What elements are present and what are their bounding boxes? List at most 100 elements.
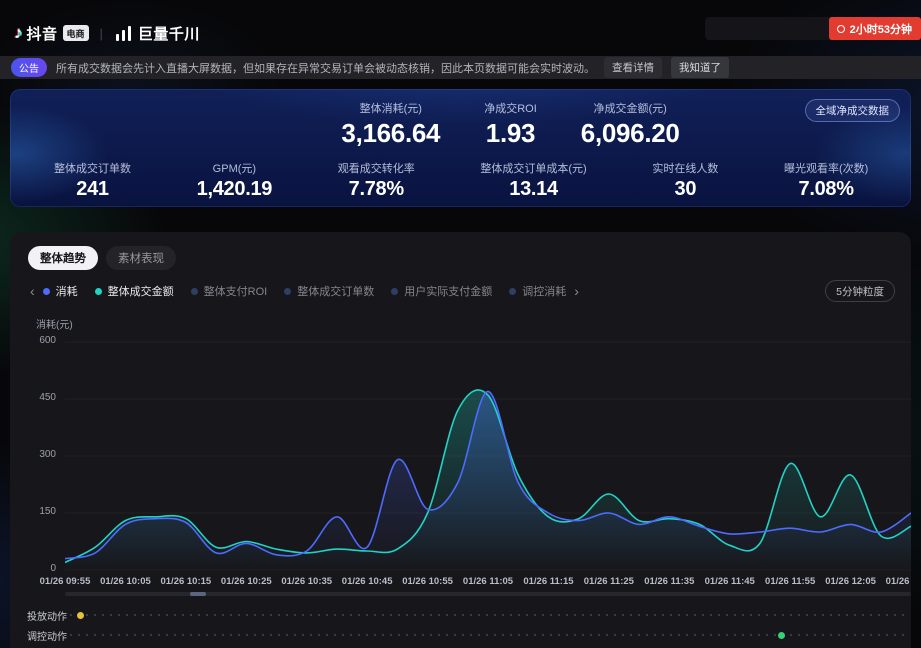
legend-item-label: 消耗 xyxy=(55,286,78,298)
stat-bottom-2: 观看成交转化率 7.78% xyxy=(338,160,415,201)
legend-item-5[interactable]: 调控消耗 xyxy=(509,283,566,299)
stat-value: 7.08% xyxy=(798,178,855,200)
x-axis-label: 01/26 11:15 xyxy=(523,576,574,587)
stat-label: GPM(元) xyxy=(212,163,257,175)
notice-bar: 公告 所有成交数据会先计入直播大屏数据，但如果存在异常交易订单会被动态核销，因此… xyxy=(0,56,921,79)
qianchuan-logo-icon xyxy=(115,25,134,41)
legend-item-label: 整体支付ROI xyxy=(203,286,268,298)
stat-value: 6,096.20 xyxy=(580,118,680,148)
stat-value: 1,420.19 xyxy=(196,178,273,200)
legend-item-label: 调控消耗 xyxy=(522,286,567,298)
stat-label: 净成交金额(元) xyxy=(593,103,667,115)
stat-label: 整体成交订单数 xyxy=(54,163,131,175)
legend-dot-icon xyxy=(284,287,292,295)
action-marker-0[interactable] xyxy=(76,611,84,619)
header-status-strip: 2小时53分钟 xyxy=(705,17,921,40)
legend-dot-icon xyxy=(42,287,50,295)
tab-0[interactable]: 整体趋势 xyxy=(28,246,98,270)
legend-dot-icon xyxy=(509,287,517,295)
stat-value: 30 xyxy=(674,178,697,200)
x-axis-label: 01/26 11:05 xyxy=(462,576,514,587)
y-axis-title: 消耗(元) xyxy=(36,320,73,331)
y-tick-label: 0 xyxy=(50,563,56,574)
x-axis-label: 01/26 10:55 xyxy=(402,576,453,587)
x-axis-label: 01/26 12:05 xyxy=(825,576,876,587)
stat-label: 净成交ROI xyxy=(484,103,537,115)
stat-label: 实时在线人数 xyxy=(652,163,719,175)
trend-panel: 整体趋势 素材表现 ‹ 消耗 整体成交金额 整体支付ROI 整体成交订单数 用户实际支付金… xyxy=(10,232,911,648)
stat-value: 1.93 xyxy=(485,118,536,148)
notice-text: 所有成交数据会先计入直播大屏数据，但如果存在异常交易订单会被动态核销，因此本页数… xyxy=(56,62,595,75)
stat-top-2: 净成交金额(元) 6,096.20 xyxy=(581,100,680,149)
top-bar: ♪ 抖音 电商 | 巨量千川 2小时53分钟 xyxy=(0,0,921,50)
stats-bottom-row: 整体成交订单数 241 GPM(元) 1,420.19 观看成交转化率 7.78% 整体成交… xyxy=(10,160,911,201)
x-axis-label: 01/26 10:25 xyxy=(220,576,272,587)
y-tick-label: 300 xyxy=(39,449,56,460)
stat-value: 241 xyxy=(76,178,109,200)
stat-label: 曝光观看率(次数) xyxy=(783,163,869,175)
stat-label: 整体成交订单成本(元) xyxy=(480,163,587,175)
stat-value: 7.78% xyxy=(348,178,405,200)
view-details-button[interactable]: 查看详情 xyxy=(604,57,662,78)
douyin-brand-text: 抖音 xyxy=(26,25,58,43)
legend-dot-icon xyxy=(190,287,198,295)
x-axis-label: 01/26 11:55 xyxy=(765,576,816,587)
scrollbar-handle[interactable] xyxy=(190,592,207,596)
legend-prev-chevron-icon[interactable]: ‹ xyxy=(30,283,35,299)
x-axis-label: 01/26 11:25 xyxy=(583,576,634,587)
ecommerce-badge: 电商 xyxy=(62,25,89,41)
action-row-1: 调控动作 xyxy=(10,628,911,643)
dismiss-notice-button[interactable]: 我知道了 xyxy=(671,57,729,78)
x-axis-label: 01/26 11:45 xyxy=(704,576,755,587)
legend-row: ‹ 消耗 整体成交金额 整体支付ROI 整体成交订单数 用户实际支付金额 调控消耗 › 5… xyxy=(26,280,895,302)
tabs: 整体趋势 素材表现 xyxy=(28,246,911,270)
live-timer-text: 2小时53分钟 xyxy=(849,23,912,36)
chart-canvas[interactable] xyxy=(65,341,911,571)
stat-label: 整体消耗(元) xyxy=(359,103,422,115)
legend-dot-icon xyxy=(94,287,102,295)
x-axis-label: 01/26 10:15 xyxy=(160,576,212,587)
legend-next-chevron-icon[interactable]: › xyxy=(574,283,579,299)
action-marker-1[interactable] xyxy=(778,631,786,639)
legend-item-4[interactable]: 用户实际支付金额 xyxy=(391,283,492,299)
x-axis-label: 01/26 10:05 xyxy=(100,576,151,587)
scope-selector-button[interactable]: 全域净成交数据 xyxy=(804,99,900,122)
stat-bottom-3: 整体成交订单成本(元) 13.14 xyxy=(480,160,586,201)
x-axis-label: 01/26 12:15 xyxy=(885,576,911,587)
live-timer-badge: 2小时53分钟 xyxy=(828,17,921,40)
legend-dot-icon xyxy=(391,287,399,295)
stat-value: 13.14 xyxy=(509,178,558,200)
legend-item-3[interactable]: 整体成交订单数 xyxy=(284,283,374,299)
x-axis-label: 01/26 10:35 xyxy=(281,576,333,587)
stat-label: 观看成交转化率 xyxy=(337,163,415,175)
chart-scrollbar-track[interactable] xyxy=(65,592,911,596)
tab-1[interactable]: 素材表现 xyxy=(106,246,176,270)
stat-bottom-1: GPM(元) 1,420.19 xyxy=(196,160,273,201)
clock-icon xyxy=(836,24,845,33)
x-axis-label: 01/26 09:55 xyxy=(39,576,91,587)
control-actions-label: 调控动作 xyxy=(27,631,67,643)
y-tick-label: 150 xyxy=(39,506,56,517)
action-row-0: 投放动作 xyxy=(10,608,911,623)
y-tick-label: 450 xyxy=(39,392,56,403)
legend-item-2[interactable]: 整体支付ROI xyxy=(190,283,268,299)
stats-top-row: 整体消耗(元) 3,166.64 净成交ROI 1.93 净成交金额(元) 6,096.2… xyxy=(341,100,679,149)
legend-item-1[interactable]: 整体成交金额 xyxy=(94,283,174,299)
legend-items: 消耗 整体成交金额 整体支付ROI 整体成交订单数 用户实际支付金额 调控消耗 xyxy=(42,283,566,299)
notice-badge: 公告 xyxy=(11,58,47,77)
legend-item-label: 用户实际支付金额 xyxy=(404,286,493,298)
qianchuan-brand-text: 巨量千川 xyxy=(137,25,200,43)
legend-item-0[interactable]: 消耗 xyxy=(42,283,78,299)
douyin-note-icon: ♪ xyxy=(14,23,23,42)
delivery-actions-timeline xyxy=(62,611,909,619)
granularity-selector[interactable]: 5分钟粒度 xyxy=(825,280,895,302)
x-axis-label: 01/26 11:35 xyxy=(644,576,695,587)
delivery-actions-label: 投放动作 xyxy=(27,611,67,623)
stat-bottom-4: 实时在线人数 30 xyxy=(652,160,718,201)
stats-panel: 全域净成交数据 整体消耗(元) 3,166.64 净成交ROI 1.93 净成交金额(元… xyxy=(10,89,911,207)
y-tick-label: 600 xyxy=(39,335,56,346)
x-axis-label: 01/26 10:45 xyxy=(341,576,393,587)
legend-item-label: 整体成交金额 xyxy=(107,286,174,298)
control-actions-timeline xyxy=(62,631,909,639)
stat-bottom-0: 整体成交订单数 241 xyxy=(54,160,131,201)
